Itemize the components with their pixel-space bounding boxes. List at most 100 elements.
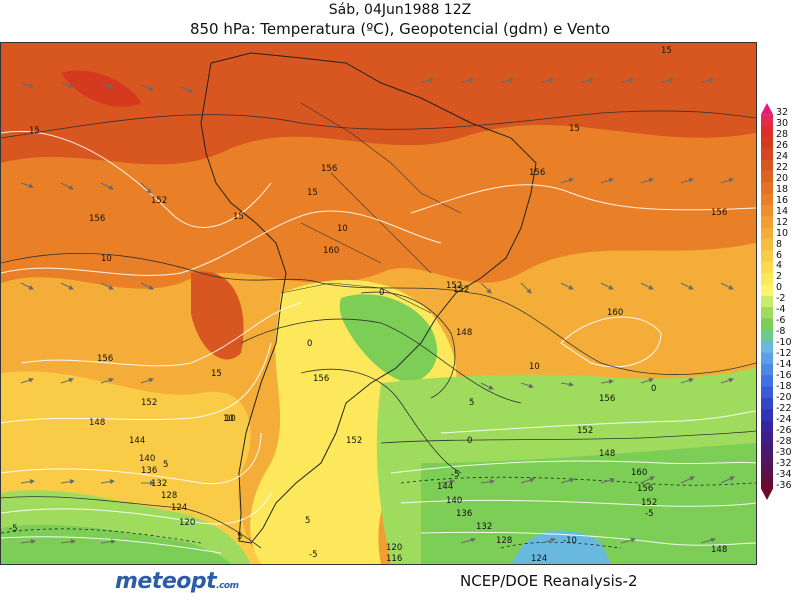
colorbar-tick-label: -22: [776, 402, 792, 414]
contour-label: -5: [451, 470, 459, 480]
colorbar-segment: [761, 171, 773, 183]
colorbar-segment: [761, 114, 773, 126]
colorbar-tick-label: -20: [776, 392, 792, 404]
colorbar-segment: [761, 137, 773, 149]
colorbar-tick-label: 28: [776, 128, 789, 140]
weather-map: 156 152 156 156 156 152 160 160 156 152 …: [0, 42, 757, 565]
warm-band-north: [1, 43, 756, 165]
map-title-variables: 850 hPa: Temperatura (ºC), Geopotencial …: [189, 20, 611, 38]
colorbar-tick-label: 16: [776, 194, 789, 206]
colorbar-tick-label: 2: [776, 271, 783, 283]
temperature-contours: [1, 110, 756, 549]
colorbar-segment: [761, 250, 773, 263]
colorbar-tick-label: -34: [776, 468, 792, 480]
contour-label: 15: [307, 188, 318, 198]
logo-suffix: .com: [216, 581, 239, 591]
colorbar-tick-label: -6: [776, 315, 786, 327]
colorbar-segment: [761, 148, 773, 161]
colorbar-tick-label: -10: [776, 337, 792, 349]
contour-label: 160: [607, 308, 623, 318]
meteopt-logo: meteopt.com: [115, 569, 239, 594]
contour-label: 132: [476, 522, 492, 532]
colorbar-tick-label: 8: [776, 238, 783, 250]
data-source-label: NCEP/DOE Reanalysis-2: [460, 572, 638, 590]
contour-label: 148: [599, 449, 615, 459]
contour-label: 140: [139, 454, 155, 464]
colorbar-tick-label: 0: [776, 282, 783, 294]
contour-label: 160: [323, 246, 339, 256]
contour-label: 152: [141, 398, 157, 408]
contour-label: 15: [211, 369, 222, 379]
contour-label: 156: [529, 168, 545, 178]
colorbar-tick-label: -24: [776, 413, 792, 425]
colorbar-tick-label: -32: [776, 457, 792, 469]
colorbar-segment: [761, 239, 773, 251]
colorbar-tick-label: -30: [776, 446, 792, 458]
contour-label: -5: [645, 509, 653, 519]
warm-band-central: [1, 125, 756, 289]
contour-label: 15: [661, 46, 672, 56]
colorbar-segment: [761, 409, 773, 421]
colorbar-segment: [761, 182, 773, 195]
colorbar-segment: [761, 216, 773, 229]
colorbar-segment: [761, 375, 773, 387]
contour-label: 152: [346, 436, 362, 446]
geopotential-labels: 156 152 156 156 156 152 160 160 156 152 …: [89, 164, 727, 564]
continent-outline: [200, 52, 537, 544]
colorbar-tick-label: 26: [776, 139, 789, 151]
contour-label: 136: [456, 509, 472, 519]
geopotential-contours: [1, 131, 756, 554]
colorbar-tick-label: -28: [776, 435, 792, 447]
colorbar-segment: [761, 477, 773, 489]
colorbar-segment: [761, 431, 773, 444]
country-borders: [280, 102, 462, 314]
contour-label: -5: [9, 524, 17, 534]
colorbar-segment: [761, 159, 773, 172]
colorbar-segment: [761, 227, 773, 240]
colorbar-tick-label: 20: [776, 172, 789, 184]
colorbar-segment: [761, 125, 773, 138]
contour-label: 144: [129, 436, 145, 446]
colorbar-segment: [761, 397, 773, 410]
colorbar-segment: [761, 363, 773, 376]
map-title-date: Sáb, 04Jun1988 12Z: [328, 2, 472, 18]
contour-label: 156: [89, 214, 105, 224]
contour-label: 152: [446, 281, 462, 291]
colorbar-segment: [761, 273, 773, 285]
colorbar-tick-label: 4: [776, 260, 783, 272]
colorbar-segment: [761, 329, 773, 342]
contour-label: 5: [163, 460, 168, 470]
contour-label: 10: [337, 224, 348, 234]
colorbar-segment: [761, 443, 773, 455]
colorbar-segment: [761, 341, 773, 353]
contour-label: 15: [569, 124, 580, 134]
colorbar-segment: [761, 488, 773, 500]
contour-label: 156: [313, 374, 329, 384]
colorbar-tick-label: -14: [776, 359, 792, 371]
contour-label: -5: [309, 550, 317, 560]
contour-label: 0: [307, 339, 312, 349]
contour-label: 128: [496, 536, 512, 546]
colorbar-segment: [761, 352, 773, 365]
colorbar-segment: [761, 386, 773, 399]
colorbar-tick-label: -16: [776, 370, 792, 382]
contour-label: 152: [641, 498, 657, 508]
colorbar-tick-label: -8: [776, 326, 786, 338]
contour-label: 10: [225, 414, 236, 424]
colorbar-segment: [761, 261, 773, 274]
colorbar-tick-label: 24: [776, 150, 789, 162]
colorbar-tick-label: -4: [776, 304, 786, 316]
contour-label: 0: [379, 288, 384, 298]
contour-label: 156: [637, 484, 653, 494]
contour-label: 120: [179, 518, 195, 528]
colorbar-segment: [761, 307, 773, 319]
temperature-labels: 15 15 15 15 15 15 10 10 10 10 5 5 5 0 0 …: [9, 46, 672, 560]
contour-label: 140: [446, 496, 462, 506]
wind-vectors: [20, 77, 735, 545]
contour-label: 15: [29, 126, 40, 136]
contour-label: 116: [386, 554, 402, 564]
cold-pocket: [339, 294, 438, 383]
contour-label: 124: [531, 554, 547, 564]
colorbar-tick-label: -36: [776, 479, 792, 491]
colorbar-tick-label: -2: [776, 293, 786, 305]
